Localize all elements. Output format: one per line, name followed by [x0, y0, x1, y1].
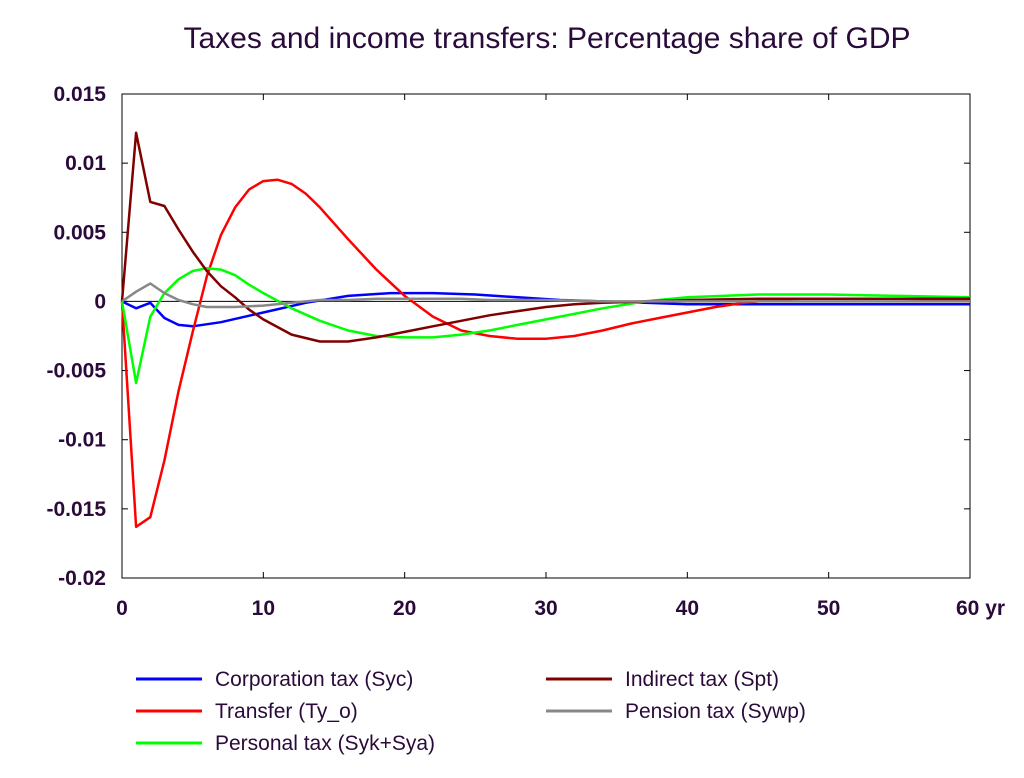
y-tick-label: -0.02: [58, 567, 106, 590]
chart-title: Taxes and income transfers: Percentage s…: [183, 22, 910, 55]
legend-label: Pension tax (Sywp): [625, 700, 806, 723]
y-tick-label: 0.015: [53, 83, 106, 106]
y-tick-label: 0.01: [65, 152, 106, 175]
x-tick-label: 10: [252, 597, 275, 620]
series-line-3: [120, 131, 970, 343]
x-tick-label: 20: [393, 597, 416, 620]
series-line-0: [121, 291, 970, 328]
y-tick-label: -0.01: [58, 429, 106, 452]
x-axis: 0 10 20 30 40 50 60 yr: [116, 94, 1005, 620]
y-tick-label: 0.005: [53, 221, 106, 244]
x-tick-label: 30: [534, 597, 557, 620]
series-line-2: [120, 266, 971, 385]
x-tick-label: 50: [817, 597, 840, 620]
series-line-1: [120, 178, 971, 529]
y-tick-label: -0.015: [46, 498, 106, 521]
x-tick-label: 60 yr: [956, 597, 1005, 620]
legend: Corporation tax (Syc) Indirect tax (Spt) T…: [136, 668, 806, 755]
series-line-4: [121, 282, 970, 309]
x-tick-label: 40: [676, 597, 699, 620]
legend-label: Corporation tax (Syc): [215, 668, 413, 691]
y-tick-label: 0: [94, 290, 106, 313]
legend-label: Transfer (Ty_o): [215, 700, 358, 723]
plot-frame: [121, 93, 971, 579]
x-tick-label: 0: [116, 597, 128, 620]
legend-label: Indirect tax (Spt): [625, 668, 779, 691]
series-layer: [120, 131, 971, 529]
y-tick-label: -0.005: [46, 360, 106, 383]
y-axis: 0.015 0.01 0.005 0 -0.005 -0.01 -0.015 -0.02: [46, 83, 970, 590]
legend-label: Personal tax (Syk+Sya): [215, 732, 435, 755]
